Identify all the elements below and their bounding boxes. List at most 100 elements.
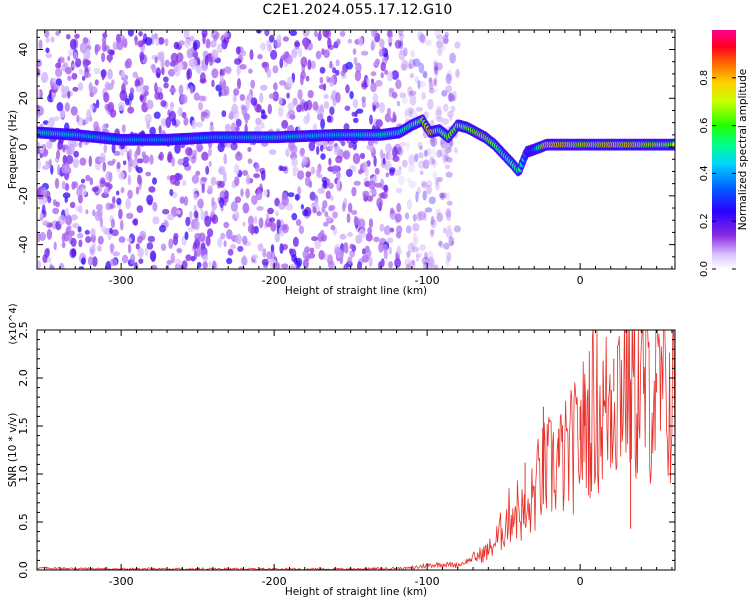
noise-mark xyxy=(359,152,366,160)
noise-mark xyxy=(319,66,326,74)
noise-mark xyxy=(169,188,174,197)
noise-mark xyxy=(351,111,356,117)
noise-mark xyxy=(204,215,212,227)
noise-mark xyxy=(432,171,438,180)
noise-mark xyxy=(407,86,413,98)
noise-mark xyxy=(423,210,427,222)
noise-mark xyxy=(119,149,125,157)
noise-mark xyxy=(46,228,53,240)
noise-mark xyxy=(262,248,267,258)
noise-mark xyxy=(261,258,269,266)
noise-mark xyxy=(162,208,170,215)
noise-mark xyxy=(261,170,266,181)
noise-mark xyxy=(193,193,198,200)
noise-mark xyxy=(432,158,436,165)
noise-mark xyxy=(99,216,104,228)
noise-mark xyxy=(358,169,363,175)
noise-mark xyxy=(200,210,206,221)
noise-mark xyxy=(37,141,40,148)
noise-mark xyxy=(353,180,361,186)
noise-mark xyxy=(112,251,120,257)
noise-mark xyxy=(152,216,160,225)
noise-mark xyxy=(102,32,108,39)
y-tick-label: -40 xyxy=(17,236,30,254)
noise-mark xyxy=(395,187,403,194)
noise-mark xyxy=(425,184,432,195)
noise-mark xyxy=(399,92,407,99)
noise-mark xyxy=(447,110,454,118)
noise-mark xyxy=(382,158,386,165)
noise-mark xyxy=(421,92,426,100)
noise-mark xyxy=(127,106,135,114)
noise-mark xyxy=(419,34,426,44)
noise-mark xyxy=(37,260,41,269)
noise-mark xyxy=(158,151,164,161)
noise-mark xyxy=(144,90,149,96)
noise-mark xyxy=(76,186,83,198)
noise-mark xyxy=(292,236,299,247)
noise-mark xyxy=(373,236,380,243)
noise-mark xyxy=(412,223,420,232)
noise-mark xyxy=(440,192,445,201)
noise-mark xyxy=(317,32,322,41)
noise-mark xyxy=(168,238,174,249)
noise-mark xyxy=(84,229,90,235)
noise-mark xyxy=(163,76,169,83)
colorbar-tick-label: 0.2 xyxy=(699,213,710,229)
noise-mark xyxy=(367,139,374,146)
x-tick-label: -300 xyxy=(109,274,134,287)
noise-mark xyxy=(135,85,143,93)
noise-mark xyxy=(332,98,337,107)
chart-title: C2E1.2024.055.17.12.G10 xyxy=(262,2,453,18)
noise-mark xyxy=(110,218,116,229)
noise-mark xyxy=(306,112,310,123)
noise-mark xyxy=(152,177,157,185)
noise-mark xyxy=(374,167,380,175)
noise-mark xyxy=(339,30,346,37)
noise-mark xyxy=(221,110,227,118)
noise-mark xyxy=(78,205,83,214)
noise-mark xyxy=(300,102,305,112)
noise-mark xyxy=(105,261,112,269)
noise-mark xyxy=(103,187,110,195)
noise-mark xyxy=(45,47,50,54)
noise-mark xyxy=(418,160,426,169)
noise-mark xyxy=(160,243,167,251)
noise-mark xyxy=(218,90,222,97)
noise-mark xyxy=(404,258,411,269)
noise-mark xyxy=(72,222,80,229)
noise-mark xyxy=(37,89,41,99)
x-tick-label: -100 xyxy=(415,274,440,287)
noise-mark xyxy=(163,219,168,227)
noise-mark xyxy=(451,90,457,102)
noise-mark xyxy=(88,155,93,167)
noise-mark xyxy=(278,96,283,106)
noise-mark xyxy=(435,180,440,191)
noise-mark xyxy=(396,245,401,255)
noise-mark xyxy=(200,72,206,83)
noise-mark xyxy=(365,232,373,242)
noise-mark xyxy=(169,87,177,94)
y-tick-label: 1.0 xyxy=(17,465,30,483)
noise-mark xyxy=(312,101,319,111)
noise-mark xyxy=(223,240,227,247)
noise-mark xyxy=(351,209,358,215)
noise-mark xyxy=(89,245,96,256)
noise-mark xyxy=(291,212,298,221)
noise-mark xyxy=(297,186,302,196)
noise-mark xyxy=(242,235,248,245)
noise-mark xyxy=(132,219,138,225)
noise-mark xyxy=(84,58,89,66)
noise-mark xyxy=(78,239,83,248)
noise-mark xyxy=(332,67,337,74)
noise-mark xyxy=(446,200,453,206)
noise-mark xyxy=(433,77,438,87)
noise-mark xyxy=(219,197,225,209)
noise-mark xyxy=(361,100,366,109)
y-tick-label: 2.5 xyxy=(17,321,30,339)
noise-mark xyxy=(130,253,136,265)
noise-mark xyxy=(453,225,461,233)
noise-mark xyxy=(178,84,184,96)
noise-mark xyxy=(352,98,359,109)
noise-mark xyxy=(245,174,251,186)
